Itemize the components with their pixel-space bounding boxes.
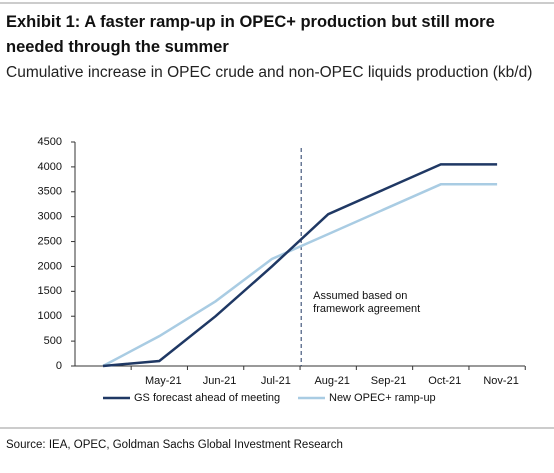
x-tick-label: Aug-21	[314, 375, 349, 387]
x-tick-label: Nov-21	[483, 375, 518, 387]
x-tick-label: Sep-21	[371, 375, 406, 387]
y-tick-label: 2500	[38, 235, 62, 247]
chart-title: Exhibit 1: A faster ramp-up in OPEC+ pro…	[6, 13, 495, 56]
y-tick-label: 4500	[38, 136, 62, 148]
series-line	[102, 183, 498, 368]
source: Source: IEA, OPEC, Goldman Sachs Global …	[6, 439, 343, 451]
y-tick-label: 2000	[38, 260, 62, 272]
legend-label: GS forecast ahead of meeting	[134, 392, 280, 404]
y-tick-label: 0	[56, 360, 62, 372]
annotation: Assumed based on	[313, 290, 407, 302]
annotation: framework agreement	[313, 303, 420, 315]
y-tick-label: 500	[44, 335, 62, 347]
y-tick-label: 1500	[38, 285, 62, 297]
series-line	[102, 163, 498, 368]
x-tick-label: Jun-21	[203, 375, 237, 387]
x-tick-label: May-21	[145, 375, 182, 387]
legend-label: New OPEC+ ramp-up	[329, 392, 436, 404]
y-tick-label: 4000	[38, 161, 62, 173]
x-tick-label: Jul-21	[261, 375, 291, 387]
y-tick-label: 3500	[38, 186, 62, 198]
x-tick-label: Oct-21	[428, 375, 461, 387]
y-tick-label: 1000	[38, 310, 62, 322]
y-tick-label: 3000	[38, 211, 62, 223]
chart-subtitle: Cumulative increase in OPEC crude and no…	[6, 64, 533, 81]
